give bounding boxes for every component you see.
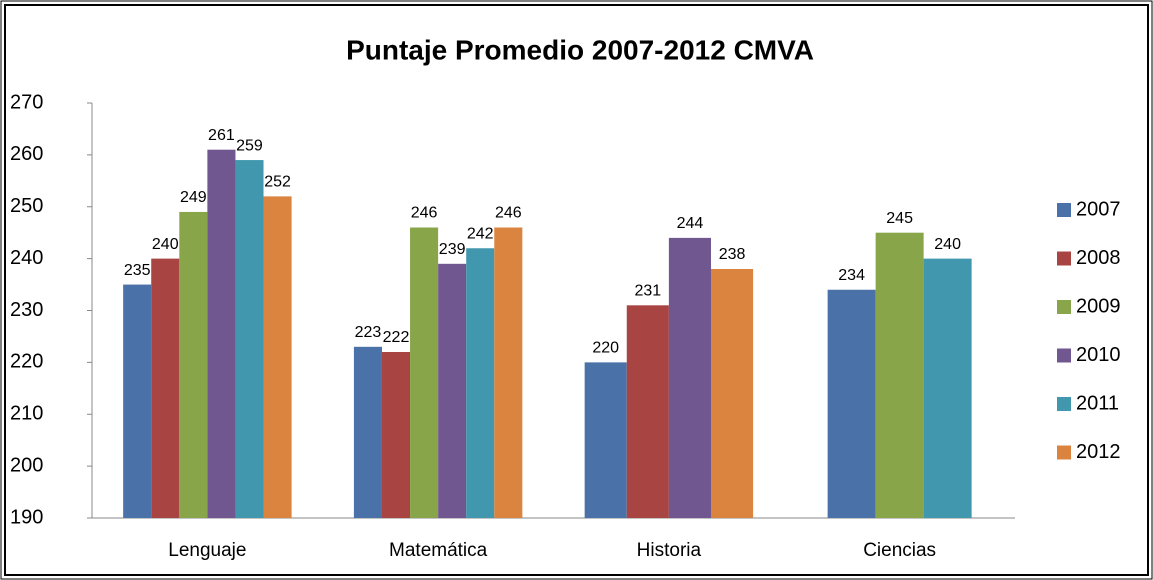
legend-swatch: [1057, 300, 1071, 314]
bar: [584, 362, 627, 518]
data-label: 235: [124, 262, 151, 279]
x-tick-label: Ciencias: [863, 540, 936, 561]
data-label: 240: [934, 236, 961, 253]
legend-swatch: [1057, 251, 1071, 266]
bar: [827, 289, 876, 518]
y-tick-label: 240: [10, 247, 43, 269]
legend-label: 2012: [1076, 441, 1121, 463]
data-label: 223: [355, 324, 382, 341]
bar: [923, 258, 972, 518]
legend-label: 2008: [1076, 247, 1121, 269]
inner-border: [4, 4, 1149, 576]
data-label: 246: [411, 205, 438, 222]
data-label: 220: [592, 340, 619, 357]
data-label: 252: [264, 174, 291, 191]
y-tick-label: 230: [10, 299, 43, 321]
x-tick-label: Historia: [637, 540, 702, 561]
y-tick-label: 200: [10, 454, 43, 476]
bar: [179, 211, 208, 518]
bar: [235, 160, 264, 518]
data-label: 242: [467, 225, 494, 242]
data-label: 246: [495, 205, 522, 222]
data-label: 261: [208, 127, 235, 144]
legend-label: 2011: [1076, 392, 1119, 414]
bar: [207, 149, 236, 518]
bar: [626, 305, 669, 518]
data-label: 244: [677, 215, 704, 232]
legend-swatch: [1057, 397, 1071, 411]
data-label: 231: [634, 283, 661, 300]
legend-swatch: [1057, 445, 1071, 460]
bar: [494, 227, 523, 518]
data-label: 249: [180, 189, 207, 206]
y-tick-label: 220: [10, 351, 43, 373]
y-tick-label: 190: [10, 506, 43, 528]
bar: [710, 269, 754, 518]
y-tick-label: 260: [10, 143, 43, 165]
data-label: 240: [152, 236, 179, 253]
bar: [263, 196, 292, 518]
data-label: 259: [236, 137, 263, 154]
data-label: 234: [838, 267, 865, 284]
y-tick-label: 270: [10, 91, 43, 113]
x-tick-label: Lenguaje: [168, 540, 246, 561]
legend-swatch: [1057, 348, 1071, 363]
chart-title: Puntaje Promedio 2007-2012 CMVA: [346, 34, 814, 65]
data-label: 222: [383, 329, 410, 346]
y-tick-label: 210: [10, 403, 43, 425]
x-tick-label: Matemática: [389, 540, 488, 561]
y-tick-label: 250: [10, 195, 43, 217]
bar: [438, 263, 467, 518]
legend-swatch: [1057, 203, 1071, 217]
bar: [410, 227, 439, 518]
data-label: 245: [886, 210, 913, 227]
legend-label: 2009: [1076, 295, 1121, 317]
data-label: 239: [439, 241, 466, 258]
bar: [381, 352, 411, 518]
legend-label: 2007: [1076, 198, 1121, 220]
bar: [668, 237, 711, 518]
bar: [151, 258, 180, 518]
bar: [466, 248, 495, 518]
legend-label: 2010: [1076, 344, 1121, 366]
data-label: 238: [719, 246, 746, 263]
bar: [875, 232, 924, 518]
bar: [123, 284, 152, 518]
bar: [353, 346, 382, 518]
